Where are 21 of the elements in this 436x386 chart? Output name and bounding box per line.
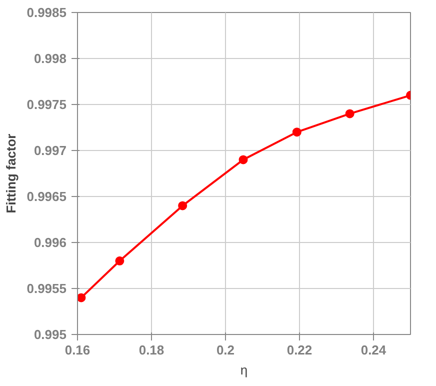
point [292, 128, 302, 137]
y-tick-label: 0.9985 [26, 5, 67, 20]
x-tick-label: 0.22 [286, 342, 312, 358]
point [115, 256, 124, 266]
x-axis-title: η [240, 362, 248, 378]
y-tick-label: 0.997 [34, 143, 67, 158]
x-tick-label: 0.16 [64, 342, 90, 358]
y-tick-label: 0.9975 [26, 97, 67, 112]
y-tick-label: 0.9965 [26, 189, 67, 204]
y-tick-label: 0.998 [34, 51, 67, 66]
point [238, 155, 248, 164]
y-axis-title: Fitting factor [4, 134, 19, 214]
point [345, 109, 354, 118]
y-tick-label: 0.995 [34, 327, 67, 342]
point [78, 293, 86, 302]
x-tick-label: 0.24 [360, 342, 387, 358]
x-tick-label: 0.2 [216, 342, 235, 358]
x-tick-label: 0.18 [138, 342, 164, 358]
y-tick-label: 0.996 [34, 235, 67, 250]
point [178, 201, 188, 210]
y-tick-label: 0.9955 [26, 281, 67, 296]
